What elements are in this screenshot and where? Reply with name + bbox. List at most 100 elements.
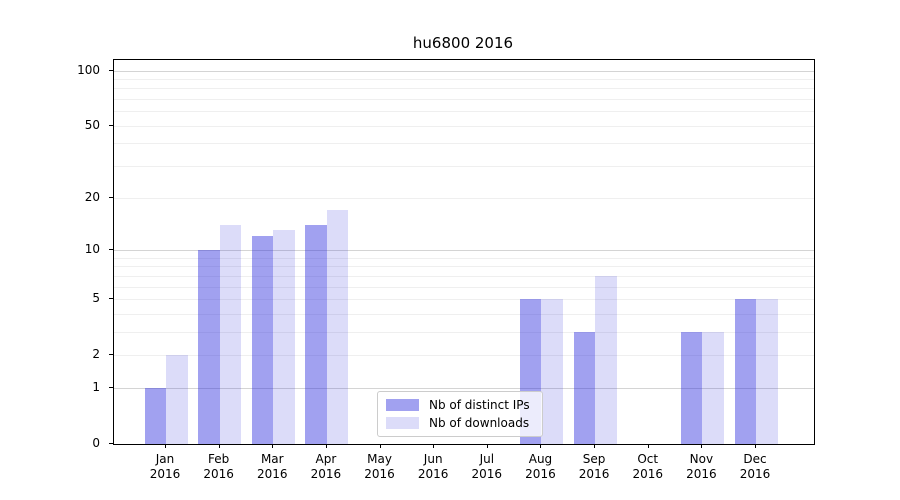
y-tick-mark xyxy=(109,354,113,356)
legend-swatch xyxy=(386,417,419,429)
x-tick-mark xyxy=(701,444,703,448)
y-tick-mark xyxy=(109,124,113,126)
bar-distinct-ips-nov xyxy=(680,331,703,444)
legend-item-distinct-ips: Nb of distinct IPs xyxy=(386,398,534,412)
major-gridline xyxy=(114,70,814,72)
y-tick-label: 50 xyxy=(84,117,100,132)
x-tick-label-dec: Dec 2016 xyxy=(715,452,795,482)
x-tick-year: 2016 xyxy=(364,467,395,481)
minor-gridline xyxy=(114,298,814,300)
minor-gridline xyxy=(114,355,814,357)
x-tick-mark xyxy=(433,444,435,448)
minor-gridline xyxy=(114,143,814,145)
major-gridline xyxy=(114,249,814,251)
x-tick-label-sep: Sep 2016 xyxy=(554,452,634,482)
bar-downloads-dec xyxy=(756,299,778,444)
x-tick-month: Sep xyxy=(582,452,606,466)
x-tick-label-apr: Apr 2016 xyxy=(286,452,366,482)
x-tick-month: Mar xyxy=(260,452,284,466)
y-tick-label: 0 xyxy=(92,436,100,450)
x-tick-month: Jan xyxy=(155,452,175,466)
x-tick-mark xyxy=(486,444,488,448)
x-tick-year: 2016 xyxy=(471,467,503,481)
bar-downloads-jan xyxy=(166,355,188,444)
y-tick-mark xyxy=(109,297,113,299)
x-tick-mark xyxy=(218,444,220,448)
minor-gridline xyxy=(114,166,814,168)
x-tick-month: Oct xyxy=(637,452,659,466)
x-tick-mark xyxy=(540,444,542,448)
x-tick-month: May xyxy=(367,452,392,466)
legend-label: Nb of downloads xyxy=(429,416,530,430)
x-tick-month: Feb xyxy=(208,452,230,466)
bar-distinct-ips-jan xyxy=(144,387,166,444)
bar-distinct-ips-sep xyxy=(573,331,596,444)
minor-gridline xyxy=(114,99,814,101)
y-tick-mark xyxy=(109,69,113,71)
bar-distinct-ips-mar xyxy=(251,236,274,444)
bar-distinct-ips-feb xyxy=(198,249,220,444)
minor-gridline xyxy=(114,313,814,315)
legend: Nb of distinct IPs Nb of downloads xyxy=(377,391,543,437)
bar-downloads-mar xyxy=(273,230,295,444)
bar-downloads-aug xyxy=(541,299,563,444)
chart-title: hu6800 2016 xyxy=(412,34,514,52)
x-tick-mark xyxy=(594,444,596,448)
x-tick-year: 2016 xyxy=(417,467,449,481)
legend-swatch xyxy=(386,399,419,411)
x-tick-label-jul: Jul 2016 xyxy=(447,452,527,482)
minor-gridline xyxy=(114,331,814,333)
x-tick-year: 2016 xyxy=(310,467,342,481)
x-tick-month: Dec xyxy=(743,452,767,466)
x-tick-year: 2016 xyxy=(632,467,663,481)
x-tick-label-jan: Jan 2016 xyxy=(125,452,205,482)
bar-distinct-ips-apr xyxy=(305,224,327,444)
x-tick-month: Jul xyxy=(479,452,495,466)
x-tick-mark xyxy=(755,444,756,448)
x-tick-month: Jun xyxy=(423,452,443,466)
x-tick-label-jun: Jun 2016 xyxy=(393,452,473,482)
y-tick-label: 20 xyxy=(84,189,100,204)
x-tick-year: 2016 xyxy=(256,467,288,481)
x-tick-month: Nov xyxy=(689,452,714,466)
x-tick-month: Apr xyxy=(315,452,337,466)
x-tick-year: 2016 xyxy=(686,467,717,481)
x-tick-mark xyxy=(325,444,327,448)
bar-distinct-ips-dec xyxy=(734,299,756,444)
minor-gridline xyxy=(114,266,814,268)
plot-area xyxy=(113,59,815,445)
x-tick-label-nov: Nov 2016 xyxy=(661,452,741,482)
y-tick-mark xyxy=(109,196,113,198)
bar-downloads-feb xyxy=(219,224,242,444)
minor-gridline xyxy=(114,286,814,288)
y-tick-label: 100 xyxy=(77,62,100,77)
x-tick-mark xyxy=(165,444,166,448)
x-tick-label-mar: Mar 2016 xyxy=(232,452,312,482)
minor-gridline xyxy=(114,78,814,80)
y-tick-label: 10 xyxy=(84,241,100,256)
x-tick-year: 2016 xyxy=(149,467,181,481)
y-tick-label: 2 xyxy=(92,347,100,362)
bar-downloads-apr xyxy=(326,210,349,444)
x-tick-mark xyxy=(379,444,381,448)
x-tick-label-may: May 2016 xyxy=(340,452,420,482)
x-tick-label-aug: Aug 2016 xyxy=(500,452,580,482)
x-tick-year: 2016 xyxy=(739,467,771,481)
y-tick-label: 1 xyxy=(92,379,100,394)
y-tick-label: 5 xyxy=(92,290,100,305)
minor-gridline xyxy=(114,197,814,199)
x-tick-label-oct: Oct 2016 xyxy=(608,452,688,482)
minor-gridline xyxy=(114,111,814,113)
x-tick-year: 2016 xyxy=(525,467,556,481)
minor-gridline xyxy=(114,125,814,127)
legend-label: Nb of distinct IPs xyxy=(429,398,530,412)
x-tick-year: 2016 xyxy=(203,467,234,481)
major-gridline xyxy=(114,387,814,389)
x-tick-mark xyxy=(272,444,274,448)
minor-gridline xyxy=(114,275,814,277)
x-tick-mark xyxy=(647,444,649,448)
bar-downloads-sep xyxy=(595,275,617,444)
minor-gridline xyxy=(114,88,814,90)
x-tick-month: Aug xyxy=(528,452,553,466)
